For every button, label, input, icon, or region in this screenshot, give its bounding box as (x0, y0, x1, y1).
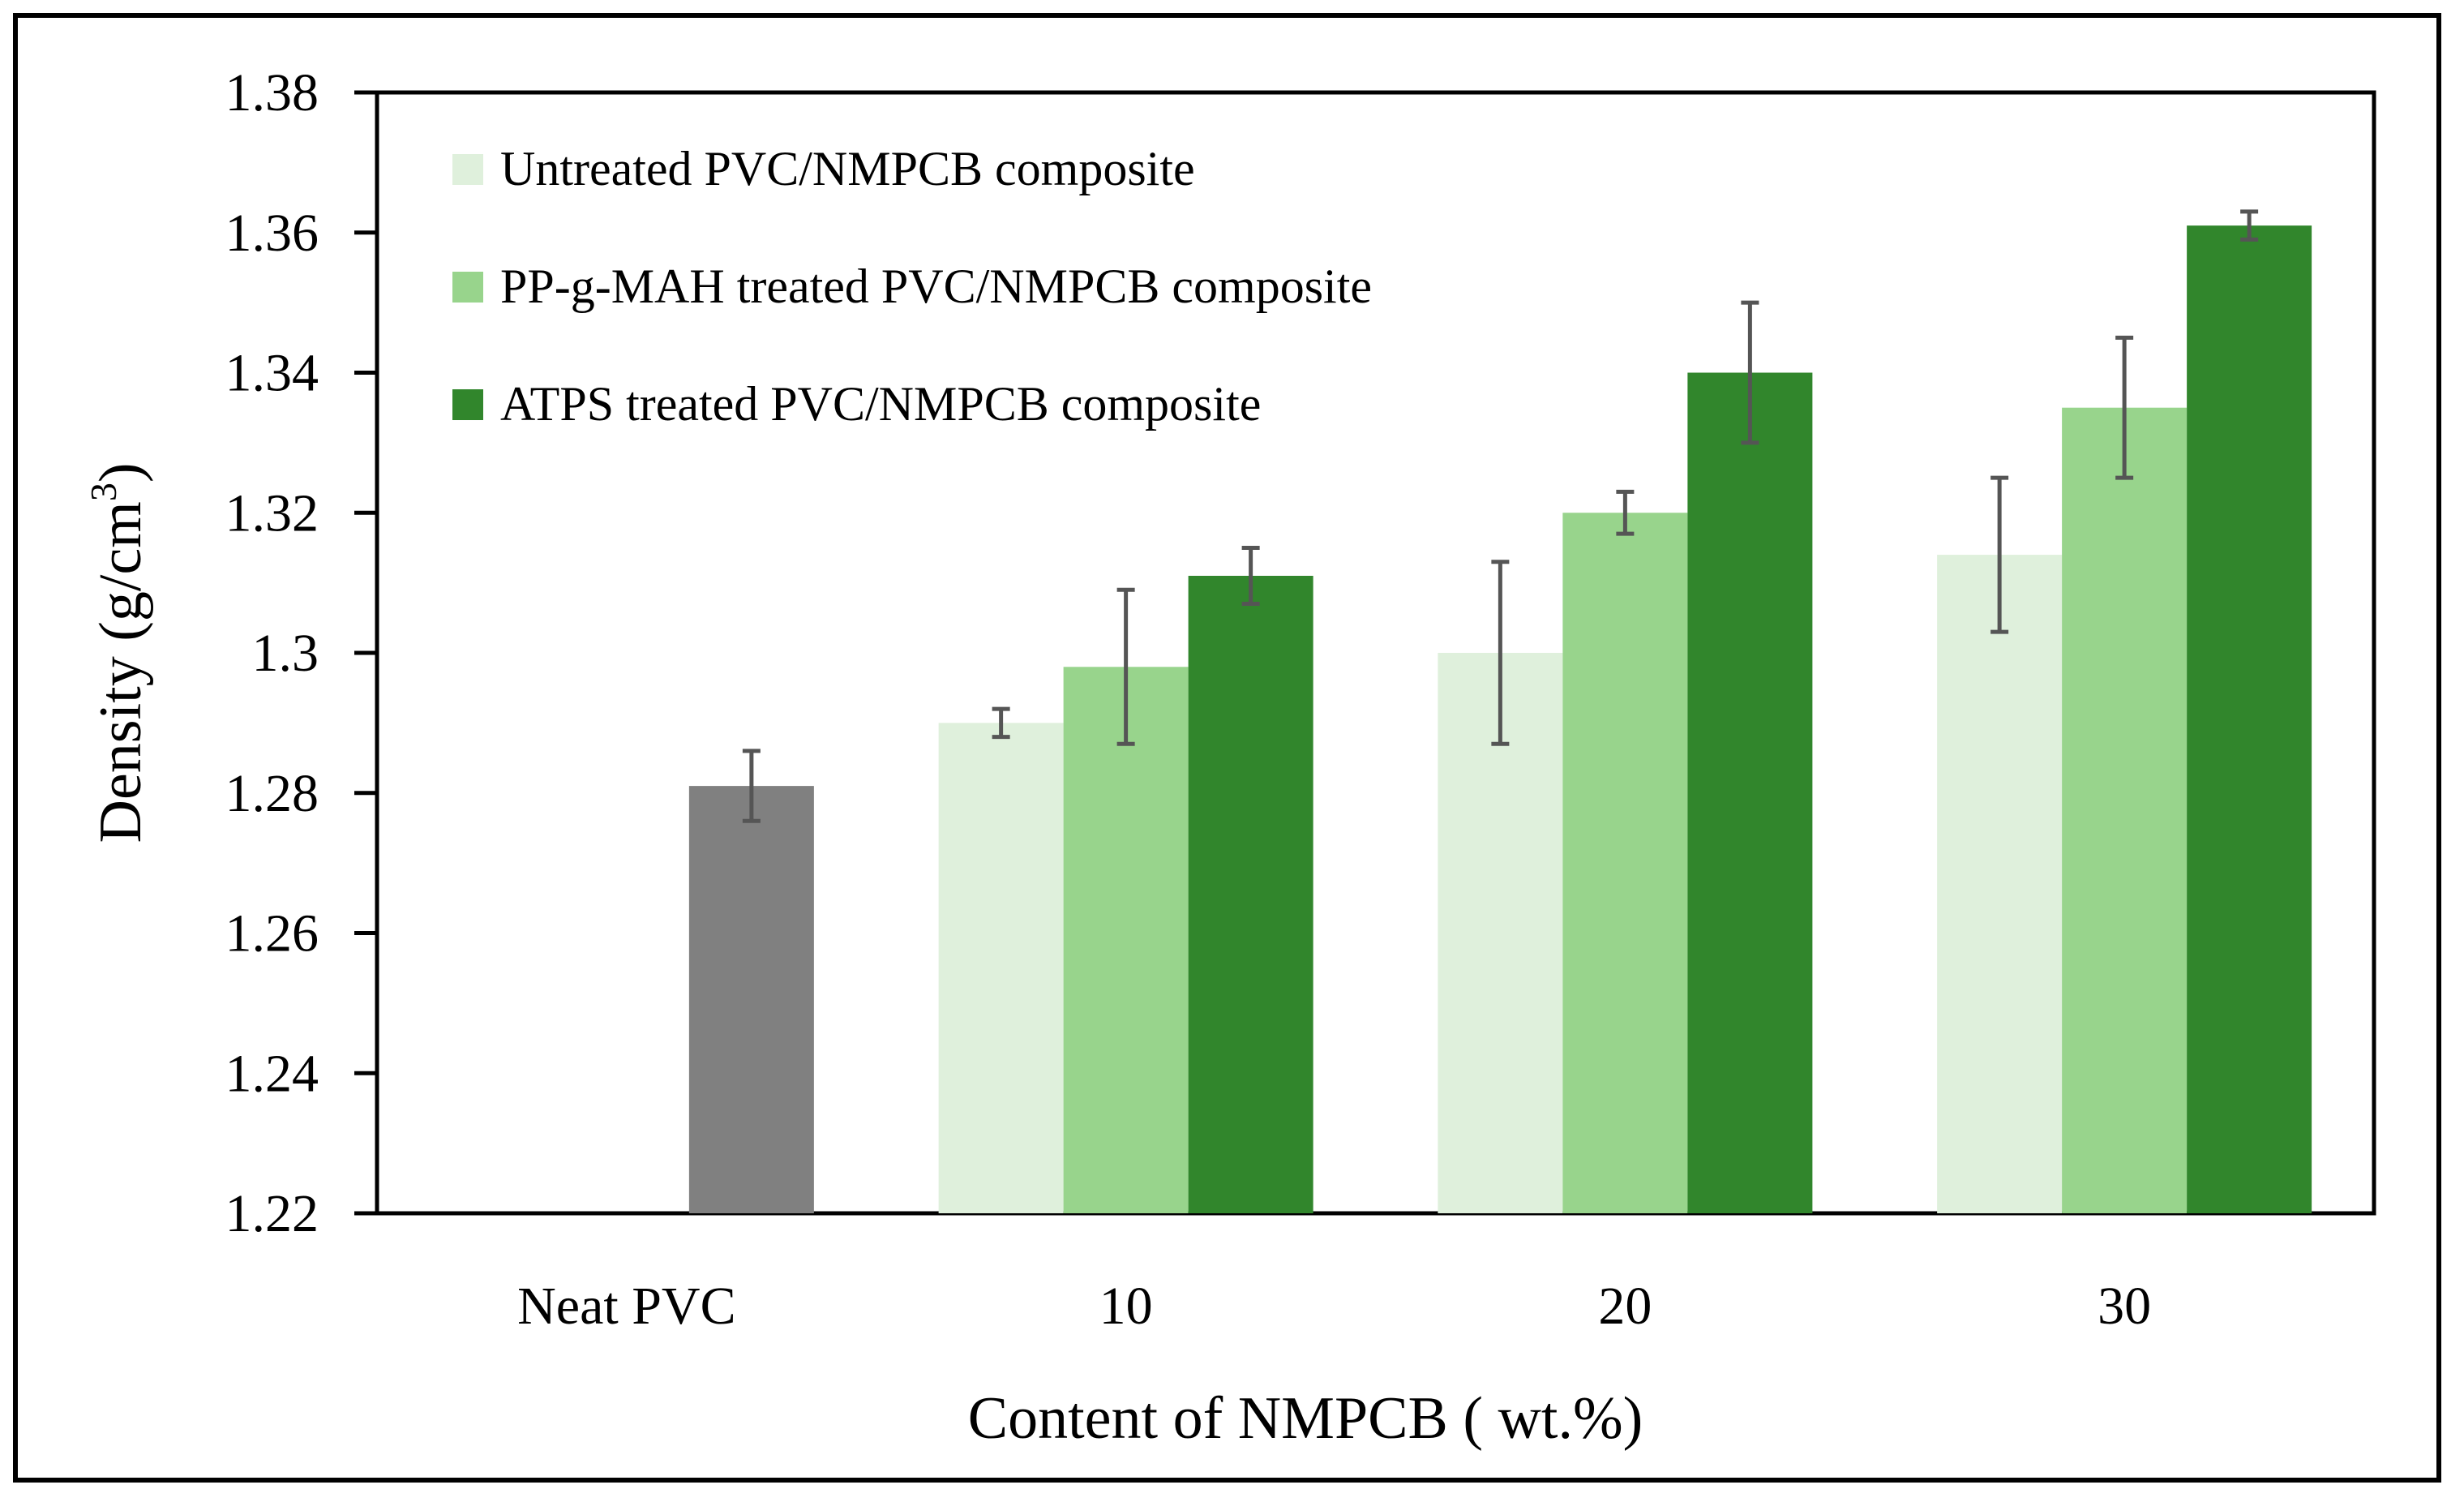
y-axis-title-superscript: 3 (83, 483, 124, 501)
y-tick-label: 1.38 (225, 63, 319, 122)
x-category-label: 30 (2098, 1277, 2151, 1336)
legend-label-ppgmah: PP-g-MAH treated PVC/NMPCB composite (500, 260, 1372, 313)
y-tick-label: 1.3 (252, 624, 319, 683)
legend-swatch-ppgmah (452, 272, 483, 303)
x-axis-title: Content of NMPCB ( wt.%) (968, 1385, 1643, 1452)
y-axis-title-main: Density (g/cm (88, 501, 154, 843)
error-bars (742, 209, 2259, 823)
bar-ppgmah-30 (2062, 407, 2188, 1213)
legend-swatch-untreated (452, 154, 483, 185)
y-tick-label: 1.28 (225, 764, 319, 823)
y-axis: 1.22 1.24 1.26 1.28 1.3 1.32 1.34 1.36 1.38 (225, 63, 377, 1243)
legend-swatch-atps (452, 389, 483, 420)
y-tick-label: 1.34 (225, 344, 319, 403)
x-category-label: 10 (1099, 1277, 1153, 1336)
y-tick-label: 1.36 (225, 204, 319, 263)
bar-untreated-10 (938, 723, 1064, 1213)
y-tick-label: 1.22 (225, 1184, 319, 1243)
y-axis-title: Density (g/cm3) (83, 463, 154, 843)
x-category-label: 20 (1598, 1277, 1652, 1336)
legend: Untreated PVC/NMPCB composite PP-g-MAH t… (452, 142, 1372, 431)
y-tick-label: 1.24 (225, 1044, 319, 1103)
bar-ppgmah-10 (1063, 667, 1189, 1213)
bar-atps-20 (1687, 372, 1813, 1213)
bar-atps-30 (2187, 225, 2312, 1213)
bar-atps-10 (1188, 575, 1313, 1213)
y-tick-label: 1.32 (225, 483, 319, 543)
x-axis-categories: Neat PVC 10 20 30 (517, 1277, 2151, 1336)
bars (688, 225, 2312, 1213)
bar-untreated-20 (1438, 653, 1563, 1213)
y-tick-label: 1.26 (225, 904, 319, 963)
bar-untreated-30 (1937, 555, 2063, 1213)
x-category-label: Neat PVC (517, 1277, 735, 1336)
legend-label-untreated: Untreated PVC/NMPCB composite (500, 142, 1195, 195)
bar-ppgmah-20 (1562, 513, 1688, 1213)
bar-neat-pvc (688, 786, 814, 1213)
y-axis-title-close: ) (88, 463, 154, 483)
legend-label-atps: ATPS treated PVC/NMPCB composite (500, 377, 1261, 431)
